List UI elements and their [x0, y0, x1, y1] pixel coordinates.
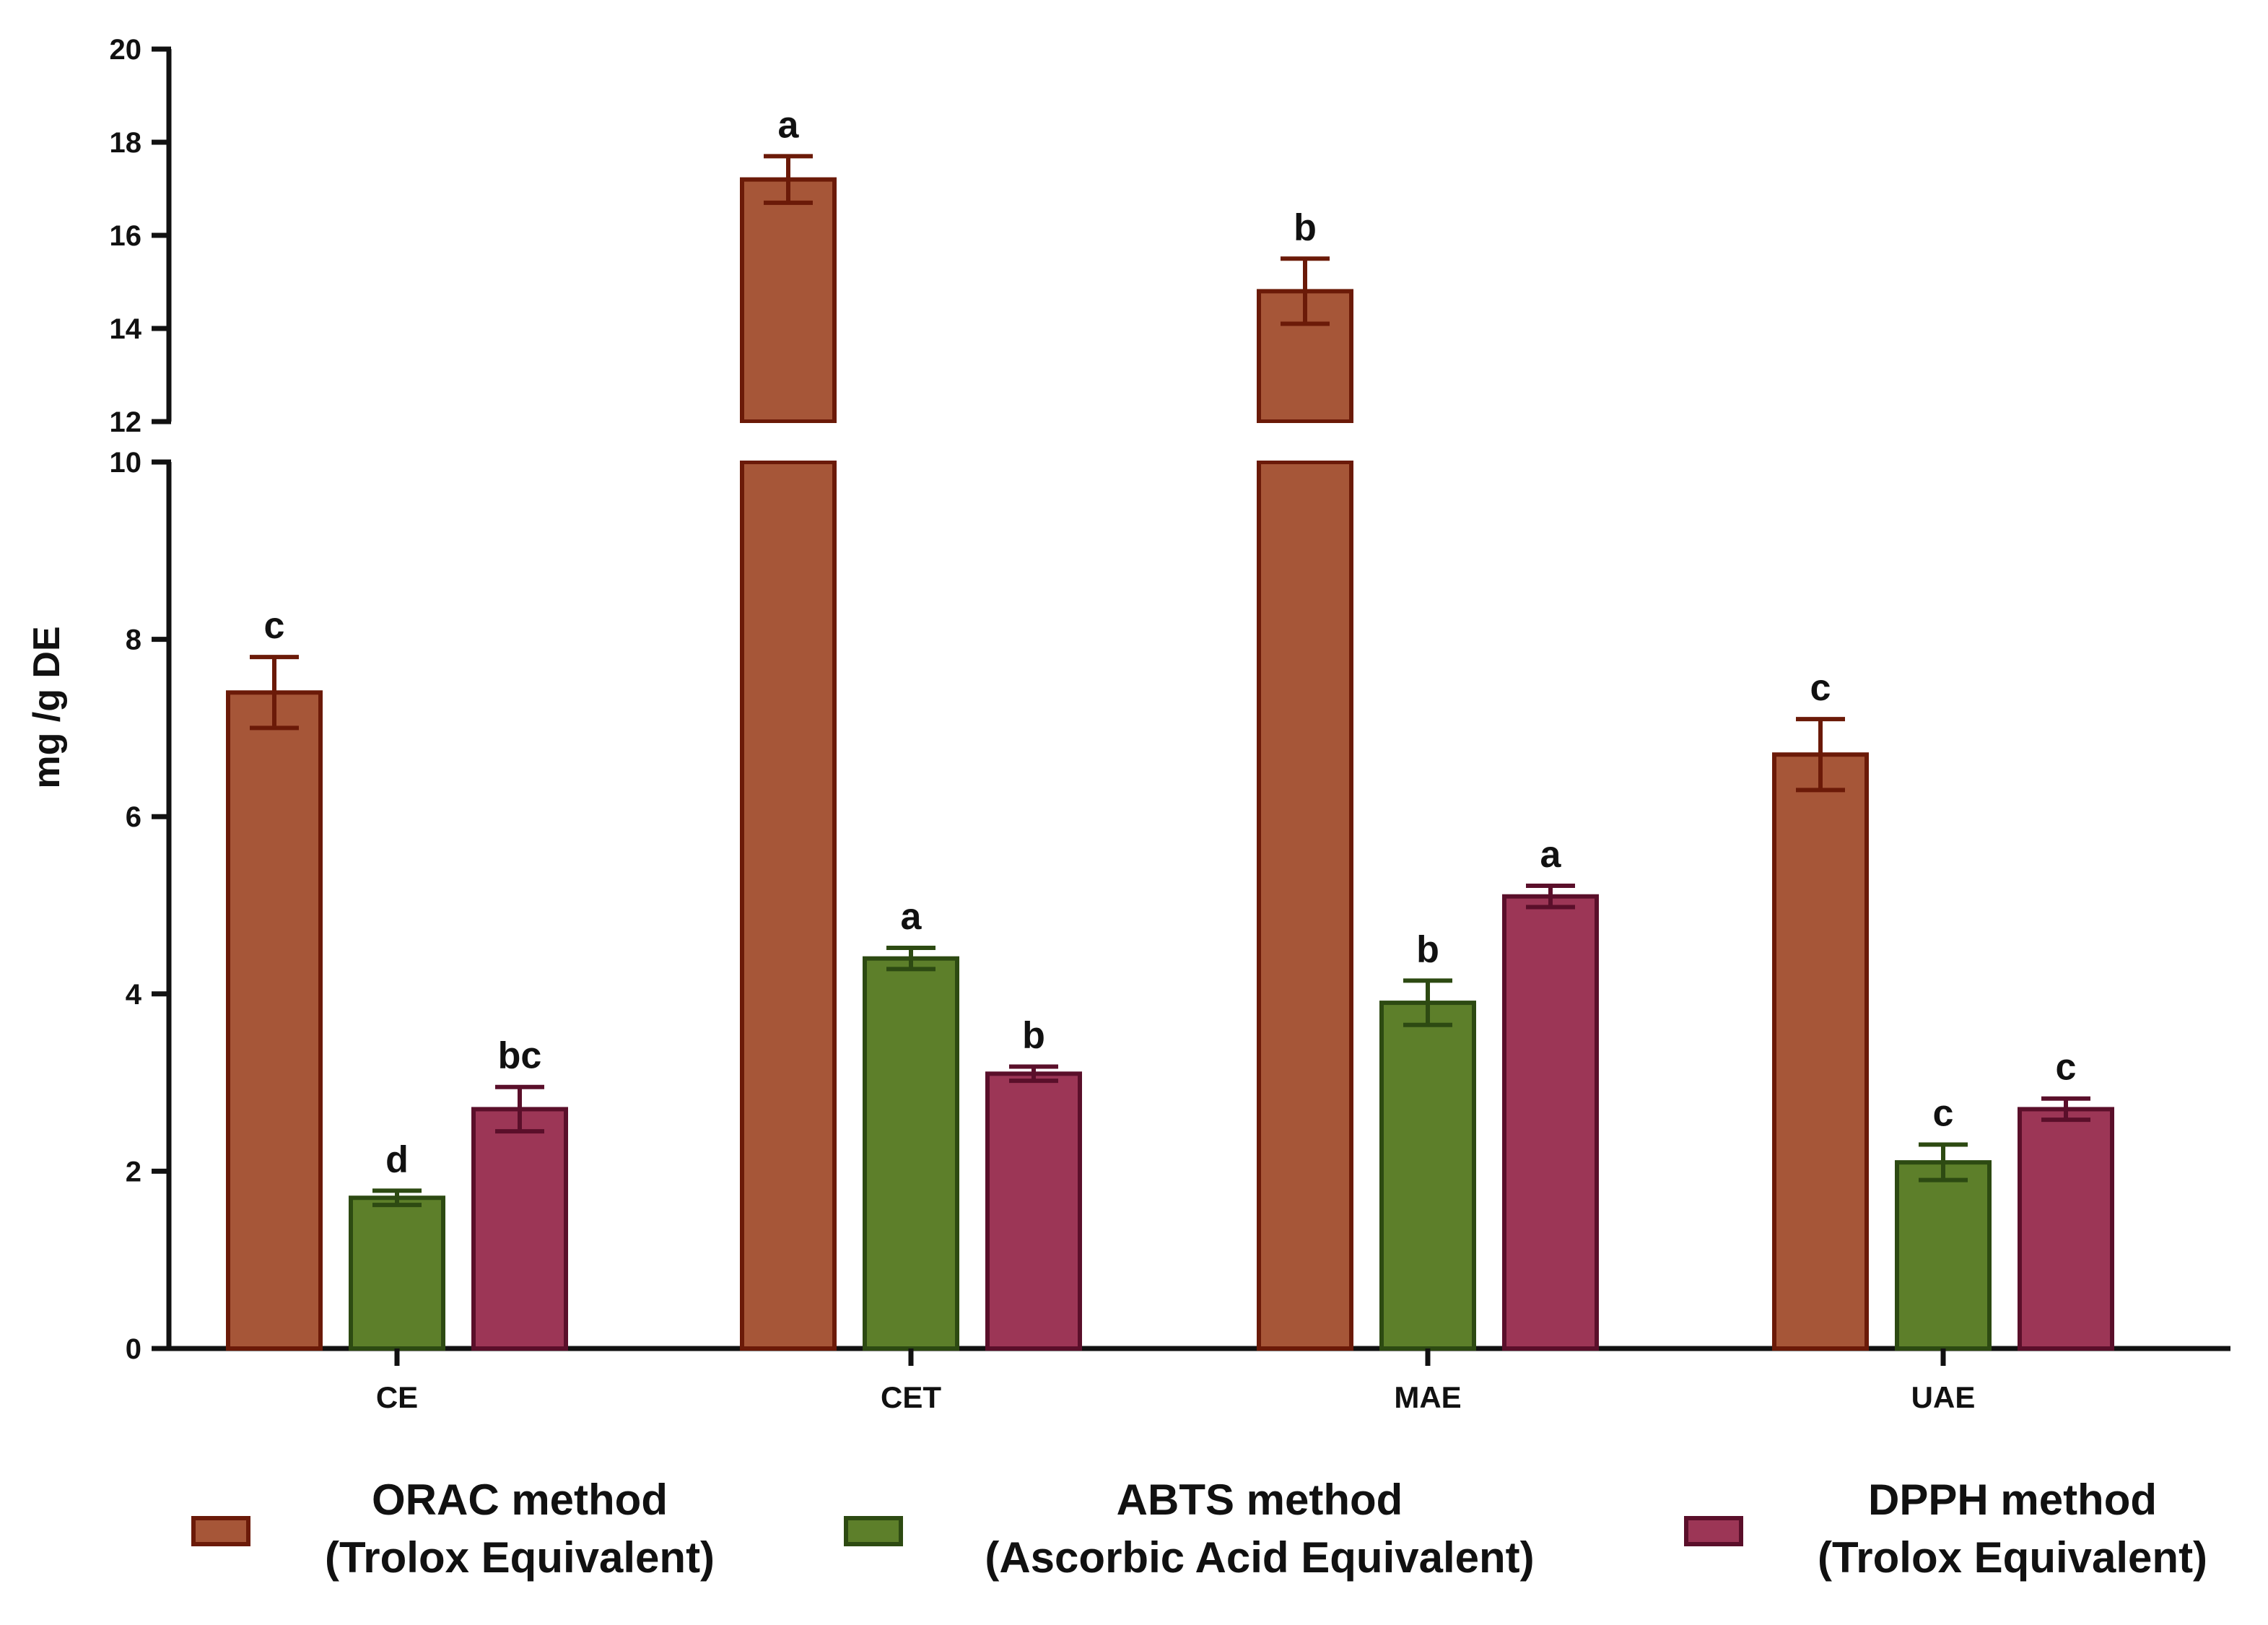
- bar: [1895, 1160, 1992, 1351]
- legend-swatch: [844, 1516, 903, 1546]
- significance-label: c: [2056, 1047, 2077, 1089]
- y-tick-label: 20: [110, 34, 142, 66]
- bar-break-gap: [738, 423, 839, 461]
- bar: [1379, 1001, 1476, 1351]
- significance-label: c: [1810, 667, 1831, 709]
- y-tick-label: 18: [110, 127, 142, 159]
- y-tick-label: 14: [110, 313, 142, 345]
- category-labels: CE CET MAE UAE: [376, 1349, 1976, 1414]
- y-tick-label: 8: [126, 624, 141, 656]
- significance-label: d: [385, 1138, 409, 1180]
- bar: [740, 177, 837, 424]
- significance-label: b: [1294, 206, 1317, 248]
- bar-break-gap: [1255, 423, 1356, 461]
- bar: [1502, 894, 1599, 1351]
- legend-label-line2: (Ascorbic Acid Equivalent): [985, 1533, 1534, 1582]
- y-tick-label: 12: [110, 406, 142, 438]
- bar: [1257, 460, 1353, 1351]
- legend-label-line1: DPPH method: [1868, 1476, 2157, 1524]
- legend-label-line2: (Trolox Equivalent): [1818, 1533, 2207, 1582]
- bar: [2018, 1107, 2114, 1351]
- bars: c d bc a a b b b a c c c: [226, 104, 2114, 1351]
- bar: [349, 1195, 445, 1351]
- legend-swatch: [191, 1516, 250, 1546]
- legend: ORAC method (Trolox Equivalent) ABTS metho…: [191, 1476, 2207, 1582]
- significance-label: c: [1933, 1093, 1954, 1135]
- bar: [985, 1071, 1082, 1351]
- bar: [740, 460, 837, 1351]
- legend-label-line2: (Trolox Equivalent): [325, 1533, 715, 1582]
- significance-label: a: [901, 896, 923, 938]
- y-axis-title: mg /g DE: [26, 626, 68, 788]
- bar: [863, 956, 959, 1351]
- y-tick-label: 2: [126, 1156, 141, 1188]
- y-tick-label: 10: [110, 447, 142, 479]
- legend-swatch: [1684, 1516, 1743, 1546]
- category-label: MAE: [1394, 1380, 1461, 1414]
- category-label: CET: [881, 1380, 941, 1414]
- significance-label: c: [264, 605, 285, 647]
- significance-label: bc: [498, 1035, 542, 1077]
- significance-label: b: [1416, 928, 1439, 970]
- category-label: CE: [376, 1380, 418, 1414]
- y-tick-label: 16: [110, 220, 142, 252]
- y-tick-label: 0: [126, 1333, 141, 1365]
- legend-label-line1: ORAC method: [372, 1476, 668, 1524]
- y-tick-label: 4: [126, 979, 142, 1011]
- upper-axis-segment: 12 14 16 18 20: [110, 34, 172, 438]
- bar: [471, 1107, 568, 1351]
- category-label: UAE: [1911, 1380, 1976, 1414]
- bar: [1772, 752, 1869, 1351]
- bar: [226, 690, 323, 1351]
- y-tick-label: 6: [126, 801, 141, 833]
- significance-label: a: [1540, 834, 1562, 876]
- legend-label-line1: ABTS method: [1117, 1476, 1403, 1524]
- significance-label: b: [1022, 1014, 1045, 1056]
- significance-label: a: [778, 104, 800, 146]
